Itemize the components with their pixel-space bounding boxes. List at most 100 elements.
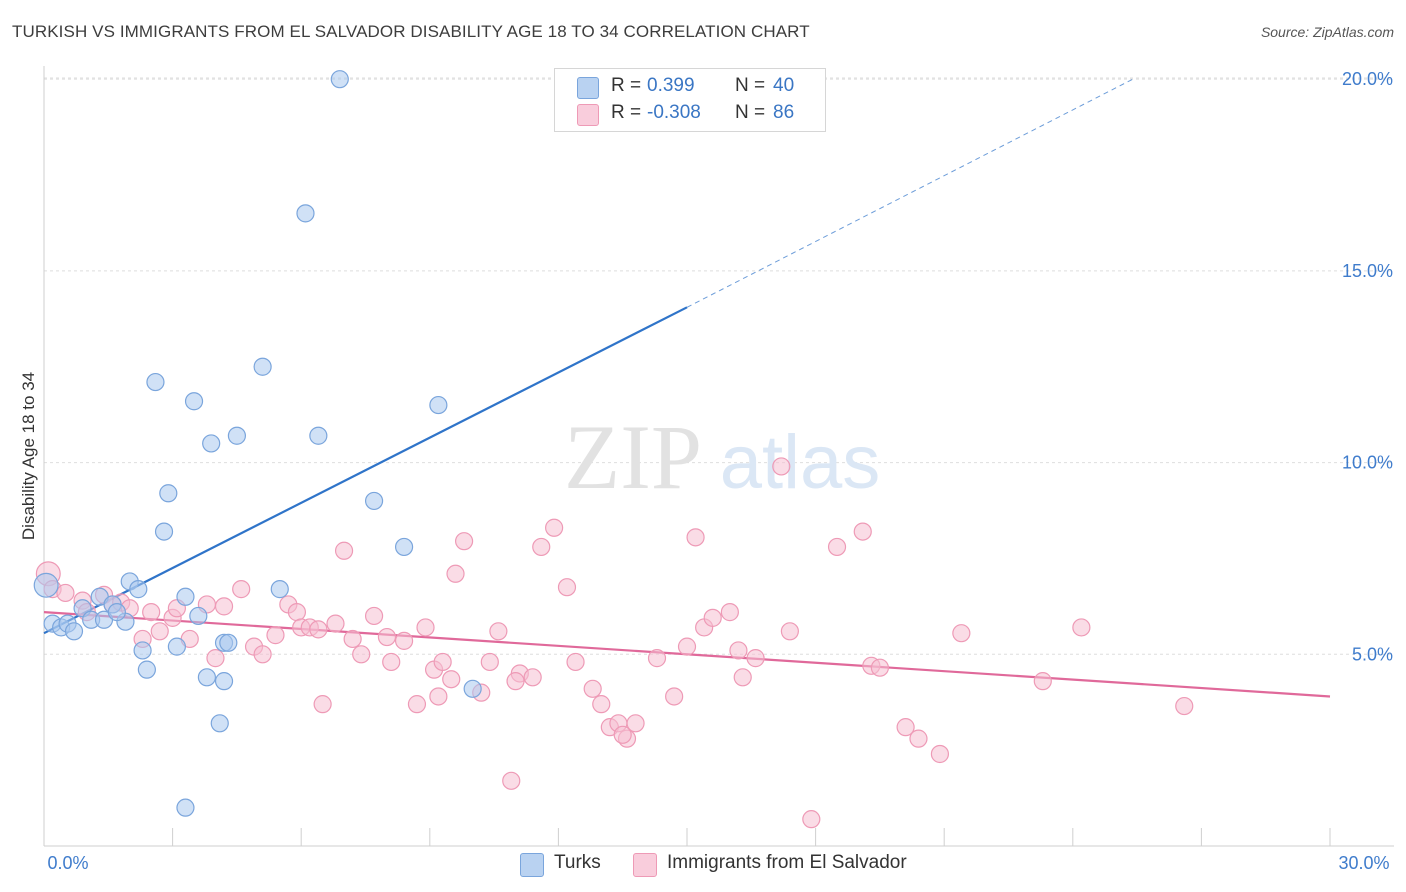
salvador-point [142, 603, 161, 622]
turks-point [270, 580, 289, 599]
salvador-point [489, 622, 508, 641]
salvador-point [827, 537, 847, 557]
salvador-point [442, 670, 461, 689]
salvador-swatch [577, 104, 599, 126]
turks-point [154, 522, 174, 541]
salvador-point [686, 528, 705, 547]
y-tick-label: 10.0% [1342, 453, 1393, 473]
salvador-point [382, 652, 401, 672]
turks-point [202, 434, 221, 453]
correlation-legend: R = 0.399 N = 40 R = -0.308 N = 86 [554, 68, 826, 132]
turks-point [429, 395, 448, 415]
y-tick-label: 5.0% [1352, 644, 1393, 664]
y-tick-label: 20.0% [1342, 69, 1393, 89]
salvador-point [677, 637, 697, 656]
turks-point [107, 603, 126, 622]
salvador-point [909, 729, 928, 748]
salvador-point [613, 725, 632, 744]
x-tick-label-max: 30.0% [1338, 853, 1389, 873]
turks-point [33, 572, 59, 598]
salvador-point [287, 603, 307, 622]
watermark-atlas: atlas [720, 420, 881, 505]
turks-point [227, 426, 246, 445]
turks-legend-swatch [520, 853, 544, 877]
salvador-point [56, 583, 75, 603]
salvador-point [326, 614, 345, 633]
turks-trend-extension [686, 78, 1134, 308]
turks-point [176, 587, 195, 606]
salvador-point [206, 649, 225, 668]
x-tick-label-min: 0.0% [47, 853, 88, 873]
turks-point [296, 204, 315, 223]
salvador-point [703, 608, 722, 627]
turks-swatch [577, 77, 599, 99]
grid-layer [44, 77, 1394, 655]
turks-point [214, 672, 234, 691]
salvador-point [313, 695, 332, 714]
turks-point [146, 372, 165, 392]
salvador-point [266, 626, 285, 645]
turks-point [309, 426, 328, 445]
salvador-point [952, 624, 971, 643]
turks-point [330, 70, 349, 89]
y-axis-label: Disability Age 18 to 34 [19, 372, 38, 540]
salvador-point [930, 744, 950, 764]
turks-point [219, 633, 238, 652]
axis-layer: 5.0% 10.0% 15.0% 20.0% [43, 66, 1394, 847]
salvador-point [253, 645, 272, 664]
turks-trend-line [43, 306, 688, 635]
salvador-point [506, 672, 525, 691]
salvador-point [454, 532, 474, 551]
turks-point [189, 606, 208, 626]
turks-point [394, 537, 414, 557]
salvador-point [150, 622, 169, 641]
points-layer [33, 70, 1194, 829]
salvador-point [545, 518, 564, 537]
turks-point [129, 580, 148, 599]
salvador-point [896, 718, 915, 737]
chart-title: TURKISH VS IMMIGRANTS FROM EL SALVADOR D… [12, 22, 810, 41]
salvador-point [532, 537, 551, 557]
turks-point [64, 622, 84, 641]
salvador-point [232, 580, 251, 599]
turks-point [197, 668, 216, 687]
salvador-point [364, 606, 384, 626]
salvador-point [1033, 672, 1052, 691]
salvador-point [557, 578, 577, 597]
salvador-point [720, 603, 739, 622]
salvador-point [429, 687, 448, 706]
turks-point [210, 714, 229, 733]
salvador-point [729, 641, 748, 660]
legend-r-value: 0.399 [647, 75, 695, 96]
salvador-point [394, 631, 414, 650]
salvador-point [592, 695, 611, 714]
salvador-point [647, 649, 667, 668]
turks-legend-label: Turks [554, 852, 601, 873]
legend-r-label: R = [611, 75, 642, 96]
salvador-point [502, 771, 521, 790]
turks-point [364, 491, 384, 511]
salvador-point [665, 687, 684, 706]
turks-point [463, 679, 482, 698]
legend-n-value: 40 [773, 75, 795, 96]
trend-layer [43, 78, 1331, 698]
legend-r-label: R = [611, 102, 642, 123]
salvador-point [446, 564, 465, 583]
salvador-legend-swatch [633, 853, 657, 877]
salvador-point [746, 649, 765, 668]
salvador-point [583, 679, 602, 698]
salvador-point [407, 695, 427, 714]
watermark: ZIP atlas [564, 406, 880, 508]
salvador-point [433, 652, 452, 672]
salvador-point [309, 620, 328, 639]
salvador-point [214, 597, 234, 616]
salvador-point [733, 668, 752, 687]
chart-source: Source: ZipAtlas.com [1260, 24, 1394, 40]
turks-point [137, 660, 156, 679]
turks-point [176, 798, 195, 817]
salvador-point [802, 810, 821, 829]
salvador-point [870, 658, 890, 677]
salvador-point [780, 622, 799, 641]
salvador-point [377, 627, 397, 647]
